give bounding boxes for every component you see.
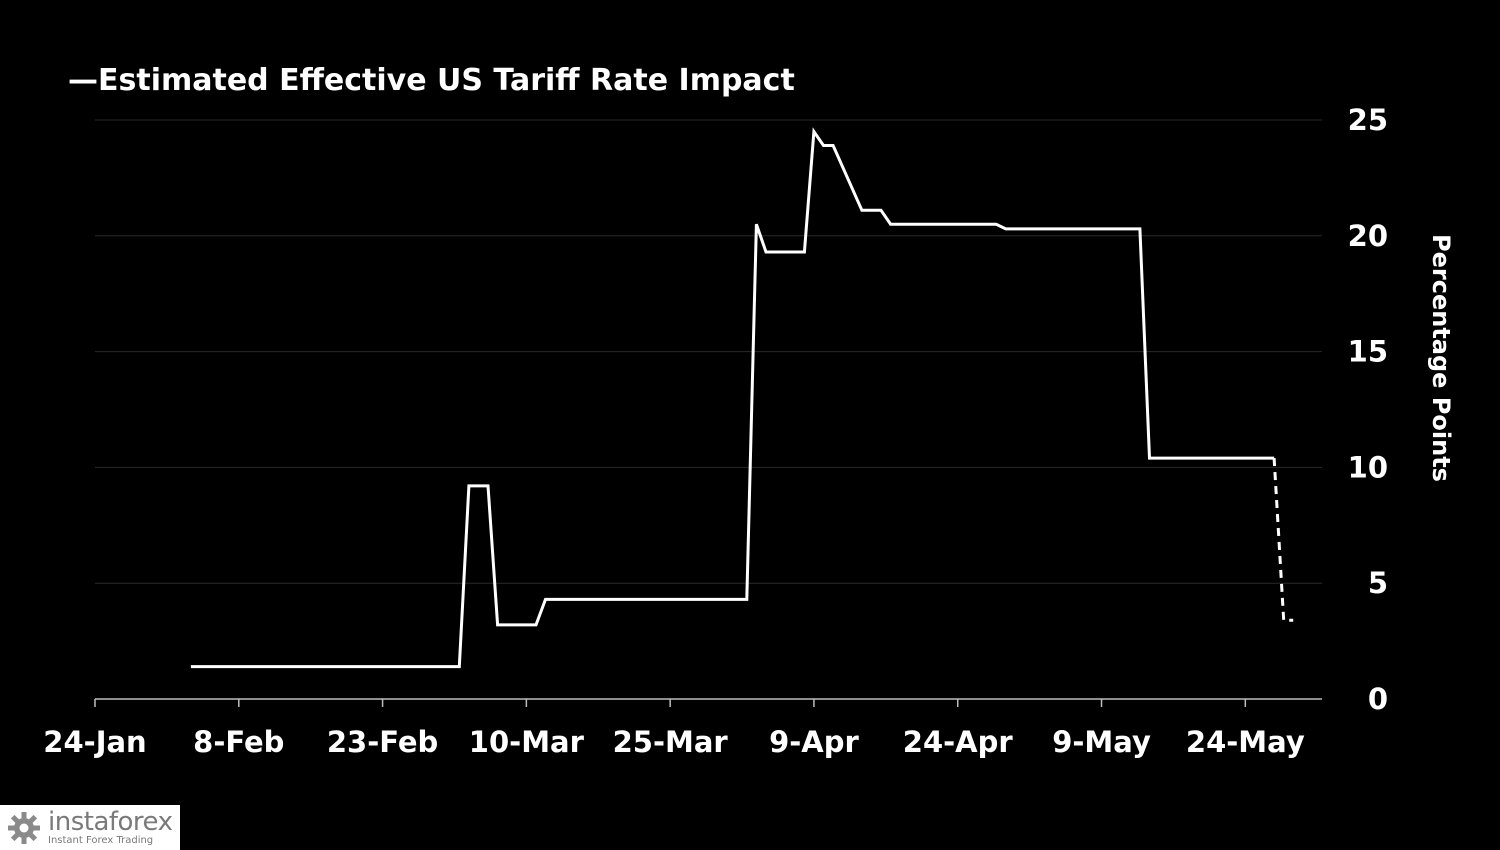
y-tick-label: 5 [1368,566,1388,600]
watermark-brand: instaforex [48,807,173,837]
x-tick-label: 9-May [1052,725,1151,759]
watermark-logo: instaforex Instant Forex Trading [0,805,180,850]
x-tick-label: 24-May [1186,725,1305,759]
legend-entry: —Estimated Effective US Tariff Rate Impa… [68,63,795,98]
x-tick-label: 9-Apr [769,725,859,759]
watermark-text: instaforex Instant Forex Trading [48,807,173,846]
x-tick-label: 10-Mar [469,725,585,759]
series-line-tariff-rate [190,127,1275,669]
x-tick-label: 25-Mar [613,725,729,759]
x-tick-label: 24-Apr [903,725,1014,759]
legend-marker: — [68,63,98,98]
x-axis: 24-Jan 8-Feb 23-Feb 10-Mar 25-Mar 9-Apr 24-Apr… [43,698,1322,759]
y-tick-label: 15 [1348,335,1388,369]
y-axis: 0 5 10 15 20 25 [1348,103,1388,716]
y-tick-label: 0 [1368,682,1388,716]
y-axis-title: Percentage Points [1427,234,1455,482]
watermark-tagline: Instant Forex Trading [48,835,154,846]
y-tick-label: 20 [1348,219,1388,253]
x-tick-label: 8-Feb [193,725,284,759]
y-tick-label: 10 [1348,450,1388,484]
x-tick-label: 24-Jan [43,725,146,759]
series-group [190,127,1294,669]
x-tick-label: 23-Feb [327,725,438,759]
legend-label: Estimated Effective US Tariff Rate Impac… [98,63,795,98]
gridlines [95,119,1322,584]
series-line-projected [1272,458,1294,622]
gear-icon [8,811,40,844]
y-tick-label: 25 [1348,103,1388,137]
legend: —Estimated Effective US Tariff Rate Impa… [68,63,795,98]
